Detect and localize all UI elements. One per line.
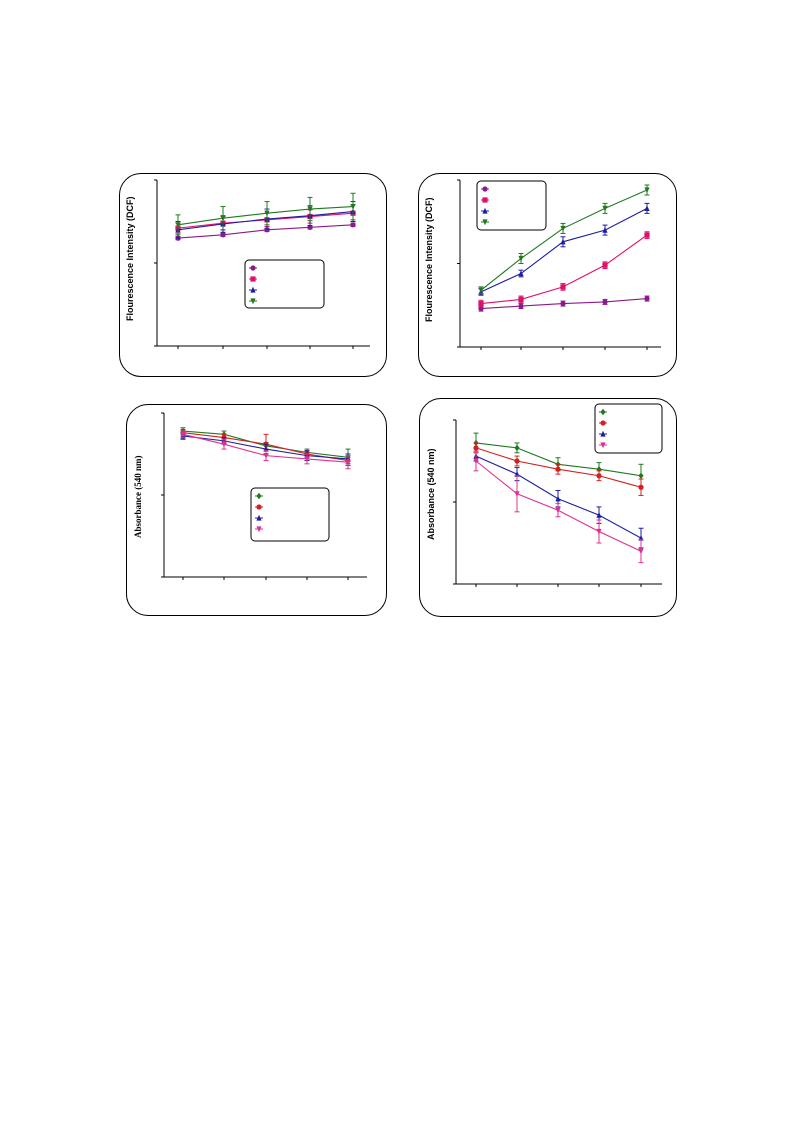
data-point bbox=[350, 222, 356, 228]
data-point bbox=[644, 187, 650, 194]
legend-marker bbox=[250, 298, 256, 305]
legend-marker bbox=[256, 504, 262, 510]
chart-bottom-right bbox=[453, 403, 663, 587]
y-axis-label: Absorbance (540 nm) bbox=[133, 455, 143, 539]
data-point bbox=[514, 444, 520, 452]
series-4 bbox=[175, 192, 356, 236]
data-point bbox=[263, 453, 269, 459]
data-point bbox=[518, 296, 524, 303]
legend bbox=[594, 403, 663, 454]
data-point bbox=[345, 459, 351, 466]
series-1 bbox=[478, 295, 650, 312]
data-point bbox=[555, 466, 561, 472]
legend bbox=[250, 487, 330, 542]
legend-marker bbox=[482, 219, 488, 226]
data-point bbox=[644, 295, 650, 302]
data-point bbox=[350, 203, 356, 210]
legend-marker bbox=[256, 526, 262, 533]
data-point bbox=[473, 458, 479, 465]
data-point bbox=[638, 472, 644, 479]
chart-top-right bbox=[457, 179, 661, 350]
data-point bbox=[644, 232, 650, 238]
data-point bbox=[560, 238, 566, 245]
legend-marker bbox=[482, 197, 488, 203]
data-point bbox=[221, 441, 227, 448]
chart-top-left bbox=[154, 179, 370, 349]
legend-box bbox=[594, 403, 663, 454]
data-point bbox=[596, 511, 602, 518]
data-point bbox=[473, 445, 479, 451]
data-point bbox=[478, 300, 484, 307]
legend-marker bbox=[600, 442, 606, 449]
legend-marker bbox=[600, 420, 606, 426]
data-point bbox=[602, 226, 608, 233]
data-point bbox=[304, 456, 310, 463]
data-point bbox=[638, 548, 644, 555]
data-point bbox=[514, 491, 520, 497]
data-point bbox=[602, 299, 608, 305]
legend bbox=[244, 259, 325, 309]
legend-box bbox=[476, 180, 547, 231]
chart-panel-bottom-right: Absorbance (540 nm) bbox=[419, 398, 677, 617]
chart-panel-top-left: Flourescence Intensity (DCF) bbox=[119, 173, 387, 377]
data-point bbox=[307, 206, 313, 213]
legend-marker bbox=[482, 186, 488, 192]
legend-marker bbox=[482, 207, 488, 214]
data-point bbox=[596, 473, 602, 479]
series-4 bbox=[473, 450, 644, 564]
series-line bbox=[480, 234, 648, 305]
legend-marker bbox=[250, 286, 256, 293]
data-point bbox=[560, 225, 566, 232]
data-point bbox=[638, 484, 644, 490]
legend-box bbox=[250, 487, 330, 542]
legend bbox=[476, 180, 547, 231]
data-point bbox=[560, 284, 566, 290]
data-point bbox=[518, 303, 524, 309]
data-point bbox=[602, 205, 608, 212]
legend-marker bbox=[600, 430, 606, 437]
legend-marker bbox=[250, 276, 256, 282]
y-axis-label: Flourescence Intensity (DCF) bbox=[125, 196, 135, 321]
data-point bbox=[518, 270, 524, 277]
data-point bbox=[478, 287, 484, 294]
series-3 bbox=[175, 201, 356, 239]
series-2 bbox=[478, 231, 650, 308]
data-point bbox=[644, 205, 650, 211]
data-point bbox=[220, 232, 226, 238]
data-point bbox=[596, 528, 602, 535]
data-point bbox=[264, 210, 270, 217]
legend-marker bbox=[256, 514, 262, 521]
data-point bbox=[518, 255, 524, 262]
chart-panel-top-right: Flourescence Intensity (DCF) bbox=[418, 173, 677, 377]
series-4 bbox=[180, 430, 351, 470]
data-point bbox=[514, 458, 520, 464]
legend-marker bbox=[256, 492, 262, 500]
data-point bbox=[560, 300, 566, 307]
series-4 bbox=[478, 184, 650, 295]
chart-panel-bottom-left: Absorbance (540 nm) bbox=[126, 404, 387, 616]
legend-marker bbox=[600, 408, 606, 416]
y-axis-label: Absorbance (540 nm) bbox=[426, 448, 436, 540]
chart-bottom-left bbox=[161, 412, 367, 580]
legend-marker bbox=[250, 265, 256, 271]
y-axis-label: Flourescence Intensity (DCF) bbox=[424, 197, 434, 322]
data-point bbox=[602, 262, 608, 268]
data-point bbox=[555, 507, 561, 514]
data-point bbox=[180, 431, 186, 438]
legend-box bbox=[244, 259, 325, 309]
data-point bbox=[220, 215, 226, 222]
data-point bbox=[555, 495, 561, 502]
data-point bbox=[175, 222, 181, 229]
series-2 bbox=[473, 442, 644, 496]
